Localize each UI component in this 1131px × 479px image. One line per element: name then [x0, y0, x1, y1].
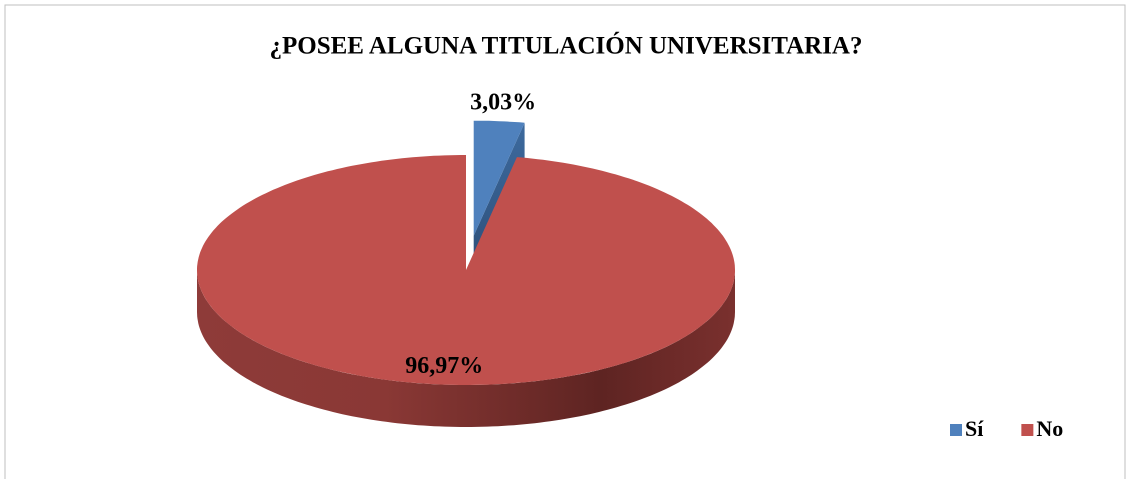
data-label: 3,03% [470, 90, 536, 116]
chart-border [4, 4, 1126, 479]
chart-title: ¿POSEE ALGUNA TITULACIÓN UNIVERSITARIA? [270, 32, 863, 60]
legend-swatch [1021, 424, 1034, 436]
legend-label: No [1036, 416, 1063, 441]
data-label: 96,97% [405, 353, 483, 379]
slice [197, 155, 735, 385]
slice-side [197, 270, 735, 427]
legend-label: Sí [965, 416, 984, 441]
legend-swatch [950, 424, 962, 436]
slice [473, 120, 525, 236]
